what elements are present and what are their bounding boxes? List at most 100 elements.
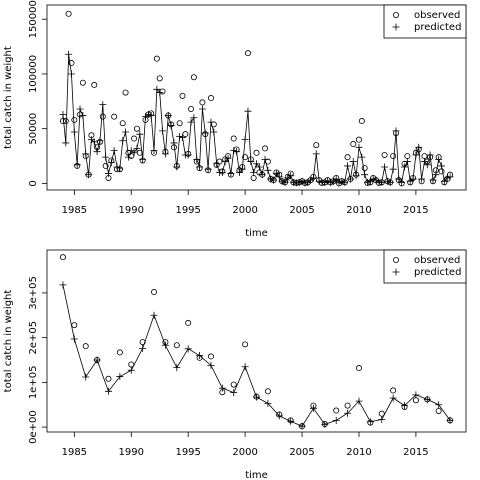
point [59,110,67,118]
point [139,344,147,352]
point [116,164,124,172]
point [415,143,423,151]
point [82,150,90,158]
point [344,162,352,170]
point [93,356,101,364]
x-tick-label: 1985 [62,205,87,216]
point [344,154,351,161]
point [392,127,400,135]
point [230,381,237,388]
point [335,179,343,187]
point [187,118,195,126]
point [218,168,226,176]
point [440,177,448,185]
x-tick-label: 2015 [403,447,428,458]
point [170,139,178,147]
legend-label: observed [414,10,460,21]
point [68,60,75,67]
point [110,147,118,155]
x-tick-label: 2005 [289,205,314,216]
point [151,289,158,296]
point [150,311,158,319]
y-axis-label: total catch in weight [3,46,14,149]
legend-marker [392,268,400,276]
point [333,407,340,414]
point [104,387,112,395]
series-line [62,284,451,427]
point [122,128,130,136]
point [210,128,218,136]
point [82,343,89,350]
point [423,395,431,403]
point [278,177,286,185]
point [355,397,363,405]
y-tick-label: 2e+05 [28,321,39,355]
point [438,162,446,170]
x-tick-label: 1995 [175,447,200,458]
point [184,151,192,159]
point [184,345,192,353]
point [113,163,121,171]
y-tick-label: 0e+00 [28,410,39,444]
point [298,422,306,430]
point [235,168,243,176]
y-tick-label: 150000 [28,0,39,38]
x-tick-label: 1990 [119,447,144,458]
point [230,147,238,155]
point [412,397,419,404]
point [403,158,411,166]
point [218,384,226,392]
point [119,137,127,145]
point [255,163,263,171]
point [139,155,147,163]
point [91,81,98,88]
point [275,173,283,181]
plot-frame [46,249,467,433]
point [71,116,78,123]
point [349,158,357,166]
point [133,125,140,132]
point [287,417,295,425]
point [381,151,388,158]
point [312,150,320,158]
point [207,353,214,360]
point [227,170,235,178]
point [156,89,164,97]
point [156,75,163,82]
point [244,107,252,115]
point [250,168,258,176]
y-tick-label: 100000 [28,55,39,93]
point [159,88,166,95]
point [147,112,155,120]
point [389,394,397,402]
x-axis-label: time [245,228,268,239]
point [378,415,386,423]
point [93,148,101,156]
point [173,163,181,171]
y-axis-label: total catch in weight [3,290,14,393]
point [358,153,366,161]
point [344,409,352,417]
point [401,163,409,171]
point [247,158,255,166]
point [241,363,249,371]
point [221,158,229,166]
legend-label: observed [414,255,460,266]
point [201,129,209,137]
point [73,161,81,169]
point [381,163,389,171]
point [173,342,180,349]
point [176,120,183,127]
point [122,89,129,96]
legend-marker [392,11,399,18]
legend-marker [392,256,399,263]
point [438,168,445,175]
point [199,99,206,106]
point [102,153,110,161]
point [250,174,257,181]
point [124,153,132,161]
point [412,391,420,399]
point [369,175,377,183]
legend-label: predicted [414,267,461,278]
point [102,162,109,169]
